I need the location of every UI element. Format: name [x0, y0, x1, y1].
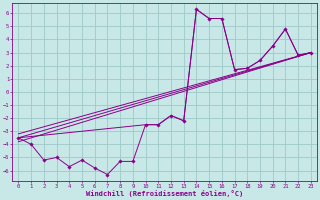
X-axis label: Windchill (Refroidissement éolien,°C): Windchill (Refroidissement éolien,°C): [86, 190, 243, 197]
